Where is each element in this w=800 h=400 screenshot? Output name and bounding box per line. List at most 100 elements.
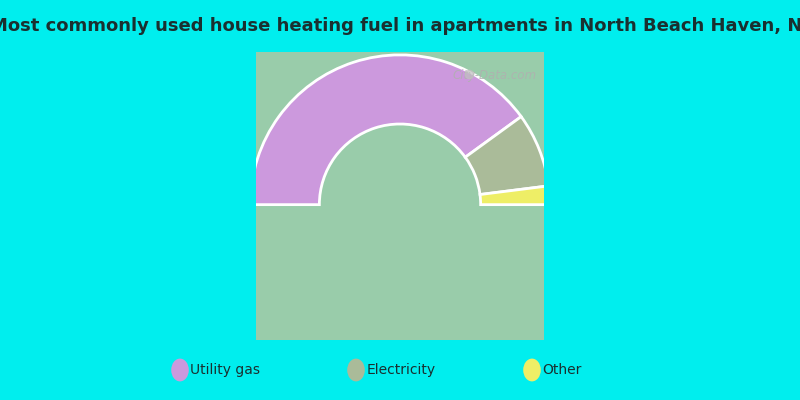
Ellipse shape <box>395 191 405 201</box>
Ellipse shape <box>397 192 403 200</box>
Ellipse shape <box>364 156 436 236</box>
Ellipse shape <box>322 118 478 274</box>
Ellipse shape <box>382 178 418 214</box>
Ellipse shape <box>332 120 468 272</box>
Ellipse shape <box>365 161 435 231</box>
Ellipse shape <box>283 66 517 326</box>
Ellipse shape <box>201 0 599 395</box>
Ellipse shape <box>144 0 656 400</box>
Ellipse shape <box>290 74 510 318</box>
Ellipse shape <box>190 0 610 400</box>
Ellipse shape <box>196 0 604 400</box>
Ellipse shape <box>180 0 620 400</box>
Ellipse shape <box>231 27 569 365</box>
Ellipse shape <box>302 88 498 304</box>
Ellipse shape <box>354 151 446 241</box>
Ellipse shape <box>325 120 475 272</box>
Ellipse shape <box>357 153 443 239</box>
Ellipse shape <box>360 156 440 236</box>
Ellipse shape <box>294 90 506 302</box>
Ellipse shape <box>216 12 584 380</box>
Wedge shape <box>250 55 521 205</box>
Ellipse shape <box>319 115 481 277</box>
Ellipse shape <box>238 16 562 376</box>
Ellipse shape <box>293 77 507 315</box>
Ellipse shape <box>218 0 582 398</box>
Ellipse shape <box>174 0 627 400</box>
Ellipse shape <box>231 9 569 383</box>
Ellipse shape <box>271 68 529 324</box>
Ellipse shape <box>251 47 549 345</box>
Ellipse shape <box>177 0 623 400</box>
Ellipse shape <box>299 95 501 297</box>
Ellipse shape <box>277 59 523 333</box>
Ellipse shape <box>354 146 446 246</box>
Ellipse shape <box>372 168 428 224</box>
Ellipse shape <box>206 2 594 390</box>
Ellipse shape <box>214 10 586 382</box>
Ellipse shape <box>314 110 486 282</box>
Ellipse shape <box>348 138 452 254</box>
Ellipse shape <box>345 140 455 252</box>
Ellipse shape <box>306 92 494 300</box>
Ellipse shape <box>267 48 533 344</box>
Ellipse shape <box>183 0 617 400</box>
Ellipse shape <box>313 99 487 293</box>
Ellipse shape <box>202 0 598 400</box>
Ellipse shape <box>319 106 481 286</box>
Ellipse shape <box>378 173 422 219</box>
Ellipse shape <box>316 102 484 290</box>
Ellipse shape <box>226 22 574 370</box>
Ellipse shape <box>334 130 466 262</box>
Ellipse shape <box>282 78 518 314</box>
Ellipse shape <box>259 55 541 337</box>
Ellipse shape <box>274 56 526 336</box>
Ellipse shape <box>345 135 455 257</box>
Ellipse shape <box>170 0 630 400</box>
Ellipse shape <box>289 85 511 307</box>
Ellipse shape <box>157 0 643 400</box>
Ellipse shape <box>310 95 490 297</box>
Ellipse shape <box>254 50 546 342</box>
Ellipse shape <box>234 30 566 362</box>
Ellipse shape <box>302 98 498 294</box>
Wedge shape <box>480 186 550 205</box>
Ellipse shape <box>264 60 536 332</box>
Ellipse shape <box>322 110 478 282</box>
Ellipse shape <box>387 182 413 210</box>
Ellipse shape <box>286 83 514 310</box>
Ellipse shape <box>368 160 432 232</box>
Ellipse shape <box>229 25 571 367</box>
FancyBboxPatch shape <box>256 52 544 340</box>
Ellipse shape <box>326 113 474 279</box>
Ellipse shape <box>198 0 602 398</box>
Ellipse shape <box>378 171 422 221</box>
Ellipse shape <box>286 70 514 322</box>
Ellipse shape <box>238 35 562 357</box>
Ellipse shape <box>251 30 549 362</box>
Ellipse shape <box>335 124 465 268</box>
Ellipse shape <box>222 0 578 394</box>
Ellipse shape <box>374 171 426 221</box>
Text: Most commonly used house heating fuel in apartments in North Beach Haven, NJ: Most commonly used house heating fuel in… <box>0 17 800 35</box>
Ellipse shape <box>234 12 566 380</box>
Ellipse shape <box>261 41 539 351</box>
Ellipse shape <box>329 117 471 275</box>
Ellipse shape <box>393 188 407 204</box>
Ellipse shape <box>244 40 556 352</box>
Ellipse shape <box>317 113 483 279</box>
Text: City-Data.com: City-Data.com <box>453 68 537 82</box>
Ellipse shape <box>342 138 458 254</box>
Ellipse shape <box>337 133 463 259</box>
Ellipse shape <box>398 194 402 198</box>
Ellipse shape <box>160 0 640 400</box>
Ellipse shape <box>266 62 534 330</box>
Ellipse shape <box>394 189 406 203</box>
Ellipse shape <box>342 131 458 261</box>
Ellipse shape <box>299 84 501 308</box>
Ellipse shape <box>246 42 554 350</box>
Ellipse shape <box>150 0 650 400</box>
Ellipse shape <box>166 0 634 400</box>
Ellipse shape <box>312 108 488 284</box>
Ellipse shape <box>370 166 430 226</box>
